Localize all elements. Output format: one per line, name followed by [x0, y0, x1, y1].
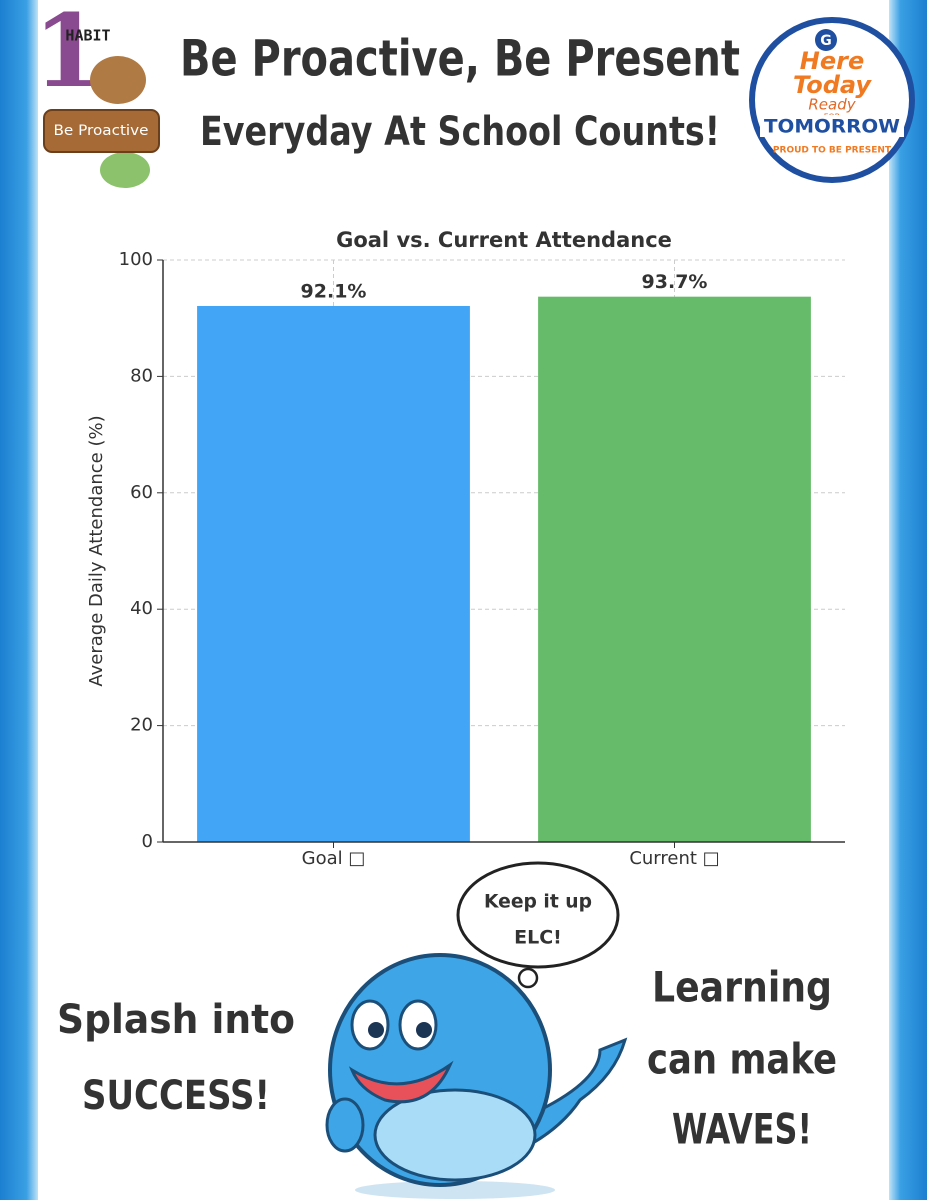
- mouth: [348, 1060, 454, 1104]
- habit-badge: 1 HABIT Be Proactive: [33, 0, 160, 188]
- bubble-text: Keep it up: [484, 891, 592, 913]
- bar: [538, 296, 811, 842]
- whale: [325, 953, 628, 1199]
- footer-right: can make: [647, 1035, 837, 1084]
- value-label: 92.1%: [301, 280, 367, 302]
- footer-right: Learning: [652, 963, 832, 1012]
- y-tick-label: 40: [130, 598, 153, 619]
- value-label: 93.7%: [642, 271, 708, 293]
- grass: [100, 152, 150, 188]
- pupil: [368, 1022, 384, 1038]
- y-tick-label: 60: [130, 482, 153, 503]
- logo-line: TOMORROW: [764, 116, 900, 138]
- habit-number: 1: [33, 0, 103, 110]
- whale-belly: [373, 1088, 537, 1182]
- y-axis-label: Average Daily Attendance (%): [86, 415, 107, 686]
- logo-letter: G: [820, 33, 832, 49]
- pupil: [416, 1022, 432, 1038]
- y-tick-label: 80: [130, 365, 153, 386]
- y-tick-label: 100: [119, 249, 153, 270]
- logo-line: Here: [800, 47, 864, 75]
- chart: Goal vs. Current Attendance Average Daily…: [86, 228, 845, 869]
- logo: G Here Today Ready FOR TOMORROW PROUD TO…: [749, 17, 915, 183]
- footer-right: WAVES!: [672, 1105, 812, 1154]
- x-tick-label: Current □: [629, 848, 719, 869]
- logo-band: [760, 115, 904, 137]
- logo-g-circle: [815, 29, 837, 51]
- footer-left: SUCCESS!: [82, 1073, 270, 1119]
- subtitle: Everyday At School Counts!: [200, 109, 720, 155]
- title: Be Proactive, Be Present: [180, 30, 740, 88]
- logo-line: Today: [793, 71, 872, 99]
- logo-line: Ready: [808, 96, 856, 114]
- footer-left: Splash into: [57, 997, 295, 1043]
- whale-tail: [516, 1037, 628, 1154]
- sign-text: Be Proactive: [54, 123, 149, 139]
- logo-line: PROUD TO BE PRESENT: [773, 146, 892, 156]
- chart-title: Goal vs. Current Attendance: [336, 228, 672, 252]
- bar: [197, 305, 470, 842]
- bubble-dot: [517, 967, 539, 989]
- fin: [325, 1097, 365, 1153]
- habit-label: HABIT: [65, 27, 110, 45]
- left-stripe: [0, 0, 38, 1200]
- sign: [43, 109, 160, 153]
- logo-ring: [749, 17, 915, 183]
- right-stripe: [889, 0, 927, 1200]
- bubble: [456, 861, 620, 969]
- shadow: [355, 1181, 555, 1199]
- y-tick-label: 0: [142, 831, 153, 852]
- beaver-head: [90, 56, 146, 104]
- y-tick-label: 20: [130, 715, 153, 736]
- x-tick-label: Goal □: [302, 848, 366, 869]
- bubble-text: ELC!: [514, 927, 562, 949]
